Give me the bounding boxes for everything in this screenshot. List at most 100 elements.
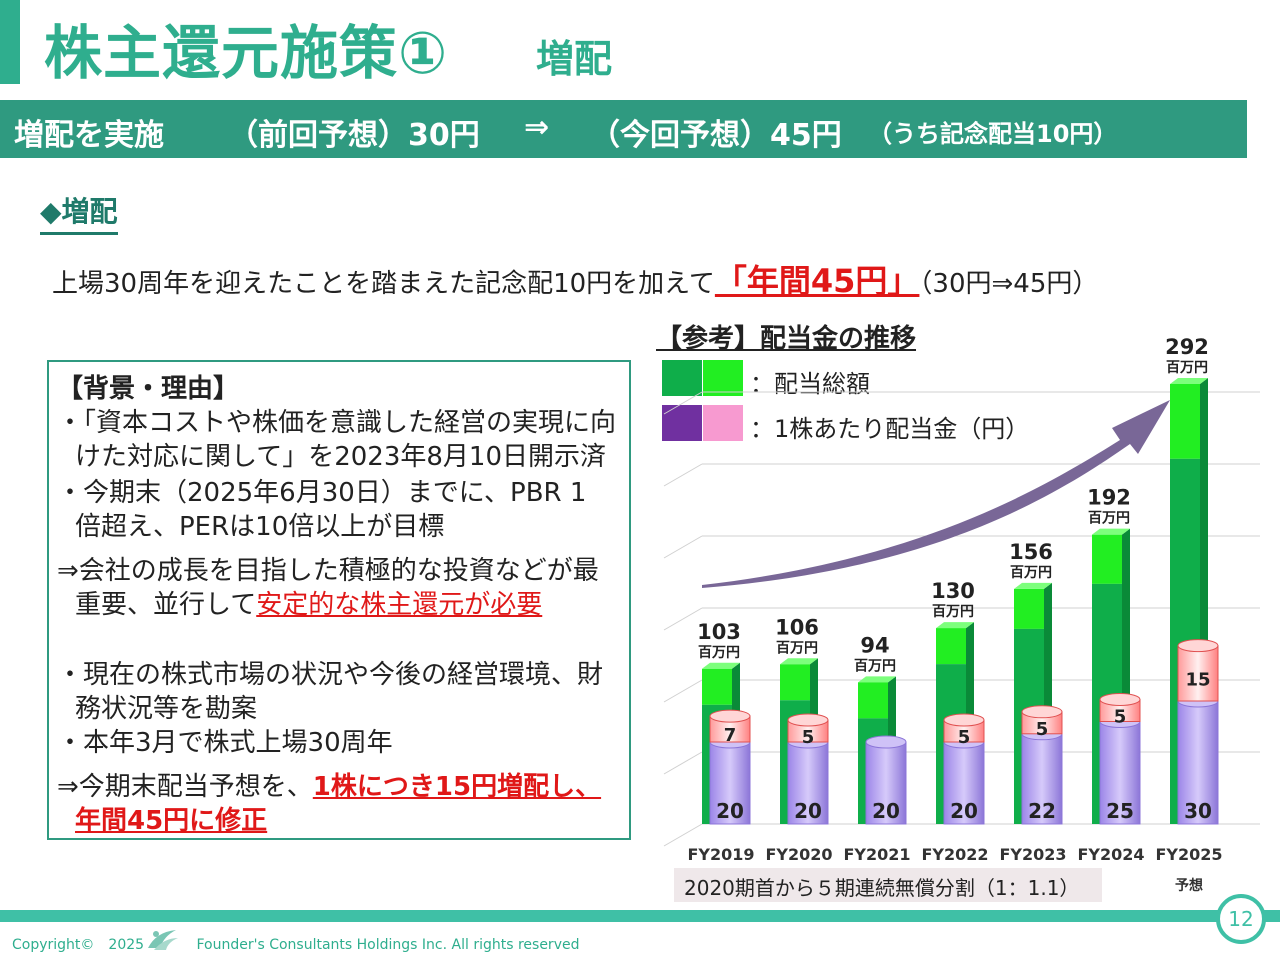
reason-line: ⇒今期末配当予想を、1株につき15円増配し、	[57, 766, 601, 803]
reason-line: ・今期末（2025年6月30日）までに、PBR 1	[57, 478, 587, 508]
company-logo	[148, 930, 178, 950]
total-value-label: 106	[775, 615, 819, 639]
grid-line	[663, 607, 703, 631]
section-heading: ◆増配	[40, 190, 118, 235]
category-label: FY2019	[687, 845, 754, 864]
total-bar-upper	[936, 628, 966, 665]
total-unit-label: 百万円	[698, 645, 740, 661]
total-bar-upper	[858, 682, 888, 719]
per-share-extra-cap	[709, 709, 751, 723]
banner-previous: （前回予想）30円	[228, 118, 480, 153]
per-share-base-label: 20	[794, 799, 822, 823]
total-unit-label: 百万円	[1088, 511, 1130, 527]
lead-highlight: 「年間45円」	[714, 262, 920, 300]
total-bar-upper	[1092, 534, 1122, 584]
per-share-extra-cap	[1021, 705, 1063, 719]
banner-current: （今回予想）45円	[590, 118, 842, 153]
category-label: FY2025	[1155, 845, 1222, 864]
per-share-base-label: 22	[1028, 799, 1056, 823]
category-note-label: 予想	[1175, 877, 1203, 894]
summary-banner: 増配を実施 （前回予想）30円 ⇒ （今回予想）45円 （うち記念配当10円）	[0, 100, 1247, 158]
total-bar-top	[936, 622, 974, 629]
reason-heading: 【背景・理由】	[57, 374, 240, 404]
dividend-chart: 720103百万円FY2019520106百万円FY20202094百万円FY2…	[663, 335, 1260, 894]
per-share-base-label: 20	[716, 799, 744, 823]
total-value-label: 192	[1087, 486, 1131, 510]
grid-line	[663, 823, 703, 847]
company-name: Founder's Consultants Holdings Inc. All …	[196, 937, 580, 953]
legend-label-total: ：配当総額	[750, 370, 870, 398]
reason-line: けた対応に関して」を2023年8月10日開示済	[75, 442, 607, 472]
per-share-base-cylinder	[1099, 721, 1141, 825]
total-bar-top	[1014, 582, 1052, 589]
total-unit-label: 百万円	[932, 604, 974, 620]
legend-swatch-per-share-extra	[703, 405, 743, 441]
reason-line: 重要、並行して安定的な株主還元が必要	[75, 584, 542, 621]
grid-line	[663, 679, 703, 703]
category-label: FY2023	[999, 845, 1066, 864]
banner-commemorative: （うち記念配当10円）	[868, 120, 1118, 148]
total-bar-upper	[1170, 384, 1200, 459]
footer-divider	[0, 910, 1280, 922]
category-label: FY2024	[1077, 845, 1144, 864]
legend-swatch-total-dark	[662, 360, 702, 396]
chart-heading: 【参考】配当金の推移	[656, 324, 917, 354]
reason-emphasis: 年間45円に修正	[75, 806, 268, 836]
grid-line	[663, 391, 703, 415]
reason-text: 重要、並行して	[75, 590, 257, 620]
copyright-label: Copyright© 2025	[12, 937, 145, 953]
copyright-text: Copyright© 2025 Founder's Consultants Ho…	[12, 934, 579, 954]
per-share-base-cylinder	[1021, 733, 1063, 825]
per-share-extra-cap	[787, 713, 829, 727]
footnote: 2020期首から５期連続無償分割（1：1.1）	[674, 868, 1102, 902]
total-bar-upper	[780, 664, 810, 701]
per-share-base-cap	[865, 735, 907, 749]
per-share-extra-label: 5	[958, 727, 971, 748]
per-share-extra-label: 7	[724, 725, 737, 746]
reason-emphasis: 1株につき15円増配し、	[312, 772, 602, 802]
page-number: 12	[1216, 894, 1266, 944]
lead-text: 上場30周年を迎えたことを踏まえた記念配10円を加えて「年間45円」（30円⇒4…	[52, 256, 1098, 302]
reason-box: 【背景・理由】 ・「資本コストや株価を意識した経営の実現に向 けた対応に関して」…	[47, 360, 631, 840]
page-subtitle: 増配	[536, 37, 613, 81]
banner-label: 増配を実施	[14, 118, 164, 153]
category-label: FY2021	[843, 845, 910, 864]
per-share-base-label: 20	[950, 799, 978, 823]
reason-line: ・現在の株式市場の状況や今後の経営環境、財	[57, 660, 604, 690]
per-share-base-label: 30	[1184, 799, 1212, 823]
total-unit-label: 百万円	[854, 658, 896, 674]
total-value-label: 292	[1165, 335, 1209, 359]
legend-swatch-total-light	[703, 360, 743, 396]
title-accent-bar	[0, 0, 20, 84]
total-bar-upper	[1014, 588, 1044, 629]
reason-line: ・「資本コストや株価を意識した経営の実現に向	[57, 408, 617, 438]
per-share-base-cylinder	[943, 741, 985, 825]
reason-line: ⇒会社の成長を目指した積極的な投資などが最	[57, 556, 599, 586]
legend-label-per-share: ：1株あたり配当金（円）	[750, 415, 1030, 443]
total-unit-label: 百万円	[1166, 360, 1208, 376]
per-share-base-cylinder	[865, 741, 907, 825]
reason-line: 倍超え、PERは10倍以上が目標	[75, 512, 445, 542]
grid-line	[663, 463, 703, 487]
per-share-base-label: 25	[1106, 799, 1134, 823]
total-value-label: 103	[697, 620, 741, 644]
lead-before: 上場30周年を迎えたことを踏まえた記念配10円を加えて	[52, 269, 715, 299]
reason-line: 務状況等を勘案	[75, 694, 258, 724]
reason-line: ・本年3月で株式上場30周年	[57, 728, 393, 758]
per-share-base-cylinder	[787, 741, 829, 825]
total-value-label: 156	[1009, 540, 1053, 564]
reason-line: 年間45円に修正	[75, 800, 267, 837]
per-share-extra-label: 5	[802, 727, 815, 748]
banner-arrow: ⇒	[524, 110, 550, 145]
reason-emphasis: 安定的な株主還元が必要	[256, 590, 543, 620]
total-unit-label: 百万円	[776, 640, 818, 656]
category-label: FY2020	[765, 845, 832, 864]
grid-line	[663, 535, 703, 559]
total-unit-label: 百万円	[1010, 565, 1052, 581]
per-share-extra-cap	[1099, 693, 1141, 706]
total-bar-top	[702, 662, 740, 669]
grid-line	[663, 751, 703, 775]
per-share-extra-label: 5	[1114, 707, 1127, 728]
per-share-base-label: 20	[872, 799, 900, 823]
per-share-extra-label: 15	[1185, 669, 1210, 690]
